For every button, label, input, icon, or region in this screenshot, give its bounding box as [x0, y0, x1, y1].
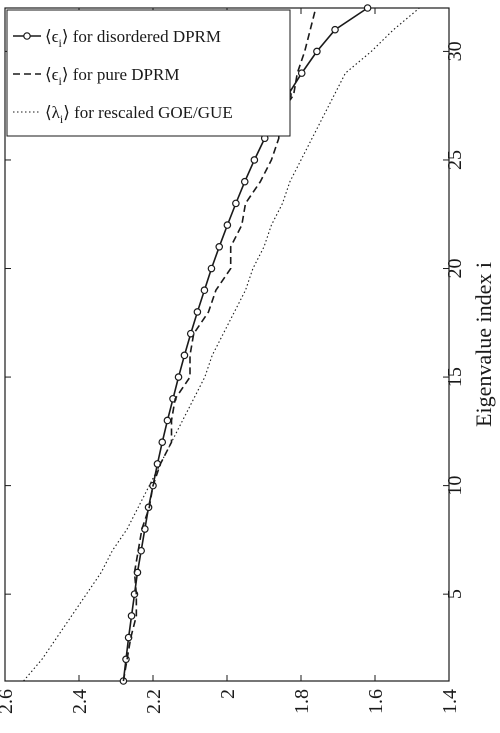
legend-box: [6, 9, 291, 137]
x-axis-label: Eigenvalue index i: [471, 262, 496, 427]
data-point: [186, 329, 195, 338]
data-point: [163, 416, 172, 425]
x-tick-label: 20: [444, 259, 466, 279]
data-point: [200, 286, 209, 295]
y-tick-label: 1.6: [365, 689, 387, 714]
data-point: [297, 69, 306, 77]
x-tick-label: 15: [444, 367, 466, 387]
data-point: [215, 243, 224, 251]
legend-label-1: ⟨ϵi⟩ for disordered DPRM: [45, 27, 221, 50]
data-point: [127, 612, 136, 620]
plot-layer: 5 10 15 20 25 30 2.6 2.4 2.2 2 1.8 1.6 1.4 Eigenvalue…: [0, 4, 496, 714]
x-tick-label: 5: [444, 589, 466, 599]
legend-label-2: ⟨ϵi⟩ for pure DPRM: [45, 65, 179, 88]
y-tick-label: 2.4: [69, 689, 91, 714]
data-point: [240, 177, 249, 186]
data-point: [331, 25, 339, 34]
data-point: [137, 546, 145, 555]
data-point: [223, 221, 232, 229]
x-tick-label: 30: [444, 41, 466, 61]
x-tick-label: 10: [444, 476, 466, 496]
data-point: [124, 633, 133, 642]
data-point: [158, 438, 167, 446]
data-point: [363, 4, 372, 12]
data-point: [133, 568, 142, 577]
x-tick-label: 25: [444, 150, 466, 170]
data-point: [232, 199, 240, 208]
data-point: [207, 264, 216, 273]
data-point: [250, 156, 259, 164]
legend: ⟨ϵi⟩ for disordered DPRM ⟨ϵi⟩ for pure DP…: [6, 9, 291, 137]
y-tick-label: 2.2: [143, 689, 165, 714]
y-tick-label: 1.4: [439, 689, 461, 714]
y-tick-label: 2: [217, 689, 239, 699]
legend-marker: [23, 32, 31, 40]
legend-label-3: ⟨λi⟩ for rescaled GOE/GUE: [45, 103, 233, 126]
y-tick-label: 2.6: [0, 689, 17, 714]
data-point: [174, 373, 183, 381]
data-point: [193, 308, 202, 316]
y-tick-label: 1.8: [291, 689, 313, 714]
data-point: [180, 351, 189, 360]
data-point: [313, 47, 321, 56]
